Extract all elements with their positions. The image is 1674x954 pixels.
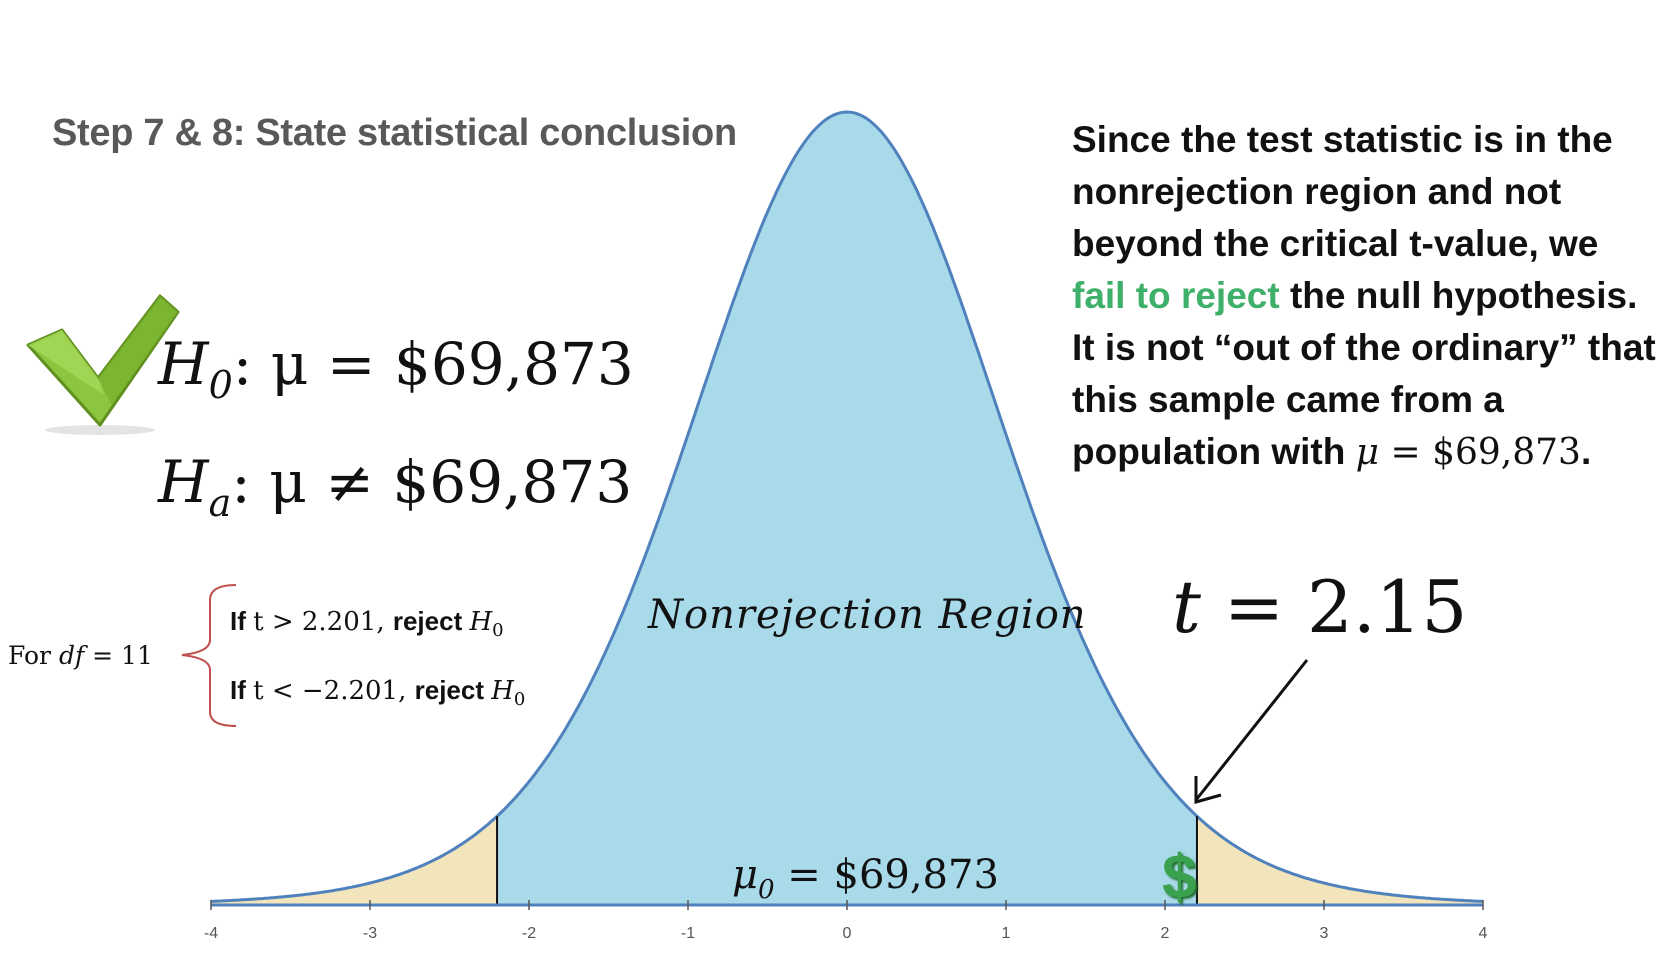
df-prefix: For — [8, 641, 59, 670]
null-symbol: H — [158, 330, 209, 398]
checkmark-icon — [26, 294, 180, 435]
decision-rule-upper: If t > 2.201, reject H0 — [230, 606, 504, 641]
mean-subscript: 0 — [758, 875, 775, 905]
curly-brace — [181, 584, 237, 727]
dollar-sign-icon: $ — [1162, 843, 1197, 912]
null-hypothesis: H0: μ = $69,873 — [158, 330, 634, 407]
conclusion-mu: μ — [1355, 432, 1380, 473]
conclusion-text-middle: the null hypothesis. It is not “out of t… — [1072, 275, 1656, 472]
right-rejection-region — [1196, 816, 1483, 905]
rule-condition: t > 2.201 — [253, 607, 377, 637]
rule-subscript: 0 — [513, 689, 526, 710]
df-value: = 11 — [84, 641, 153, 670]
x-tick-label: -4 — [204, 925, 218, 942]
null-equation: : μ = $69,873 — [232, 330, 634, 398]
x-tick-label: -1 — [681, 925, 695, 942]
degrees-of-freedom-label: For df = 11 — [8, 641, 153, 670]
conclusion-paragraph: Since the test statistic is in the nonre… — [1072, 114, 1662, 479]
x-tick-label: -3 — [363, 925, 377, 942]
test-statistic: t = 2.15 — [1172, 565, 1467, 649]
nonrejection-region-label: Nonrejection Region — [648, 592, 1087, 638]
x-tick-label: 2 — [1161, 925, 1170, 942]
slide-title: Step 7 & 8: State statistical conclusion — [52, 112, 737, 154]
rule-if: If — [230, 606, 254, 636]
mean-variable: μ — [732, 852, 758, 898]
df-variable: df — [58, 641, 85, 670]
null-subscript: 0 — [208, 363, 233, 407]
test-statistic-value: = 2.15 — [1200, 565, 1468, 649]
rule-action: reject — [414, 675, 492, 705]
rule-hypothesis: H — [491, 676, 514, 706]
rule-hypothesis: H — [469, 607, 493, 637]
mean-value: = $69,873 — [774, 852, 999, 898]
rule-condition: t < −2.201 — [253, 676, 399, 706]
left-rejection-region — [211, 816, 498, 905]
x-tick-label: 1 — [1002, 925, 1011, 942]
arrow-to-statistic — [1194, 659, 1309, 804]
nonrejection-region — [497, 112, 1197, 905]
fail-to-reject-highlight: fail to reject — [1072, 275, 1280, 316]
alt-equation: : μ ≠ $69,873 — [231, 448, 633, 516]
test-statistic-variable: t — [1172, 565, 1201, 649]
alt-subscript: a — [208, 481, 232, 525]
conclusion-text-start: Since the test statistic is in the nonre… — [1072, 119, 1613, 264]
x-tick-label: -2 — [522, 925, 536, 942]
x-tick-label: 0 — [843, 925, 852, 942]
decision-rule-lower: If t < −2.201, reject H0 — [230, 675, 525, 710]
rule-subscript: 0 — [492, 620, 504, 641]
rule-comma: , — [398, 676, 415, 706]
population-mean-label: μ0 = $69,873 — [732, 852, 999, 905]
alt-symbol: H — [158, 448, 209, 516]
rule-if: If — [230, 675, 254, 705]
conclusion-mu-value: = $69,873 — [1379, 432, 1581, 473]
rule-comma: , — [376, 607, 393, 637]
density-curve — [210, 110, 1484, 903]
rule-action: reject — [392, 606, 470, 636]
alternative-hypothesis: Ha: μ ≠ $69,873 — [158, 448, 632, 525]
x-tick-label: 3 — [1320, 925, 1329, 942]
x-tick-label: 4 — [1479, 925, 1488, 942]
conclusion-period: . — [1580, 431, 1592, 472]
